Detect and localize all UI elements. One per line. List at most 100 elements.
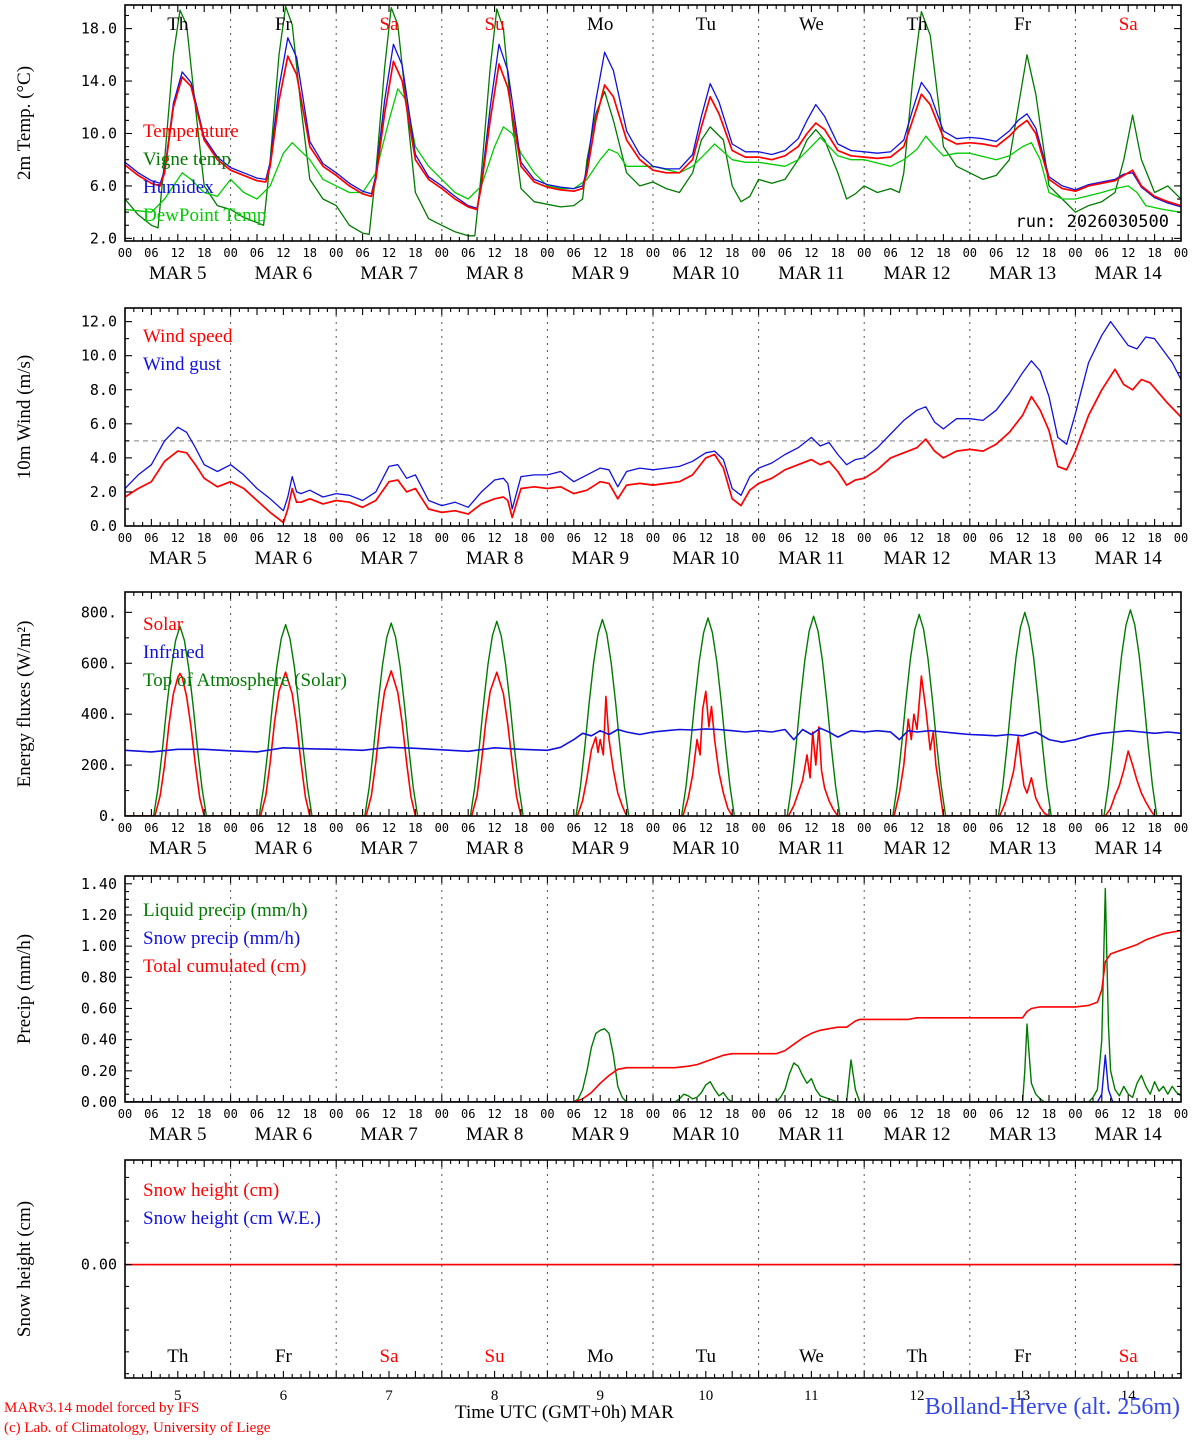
panel-temp: 2.0 6.0 10.0 14.0 18.0 2m Temp. (°C) Temperatu… xyxy=(14,4,1188,284)
y-tick-label: 600. xyxy=(81,654,117,672)
hour-tick-label: 06 xyxy=(461,246,475,260)
hour-tick-label: 12 xyxy=(487,246,501,260)
hour-tick-label: 12 xyxy=(171,531,185,545)
hour-tick-label: 00 xyxy=(435,821,449,835)
hour-tick-label: 00 xyxy=(223,821,237,835)
hour-tick-label: 18 xyxy=(408,246,422,260)
hour-tick-label: 00 xyxy=(1174,821,1188,835)
legend-item: Wind gust xyxy=(143,354,222,375)
weekday-label: Th xyxy=(167,14,189,35)
day-label: MAR 5 xyxy=(149,838,207,859)
day-number-label: 5 xyxy=(174,1388,182,1404)
hour-tick-label: 06 xyxy=(883,1107,897,1121)
legend-item: Solar xyxy=(143,614,184,635)
hour-tick-label: 18 xyxy=(197,246,211,260)
hour-tick-label: 06 xyxy=(989,531,1003,545)
day-label: MAR 6 xyxy=(255,548,313,569)
series-toa-solar xyxy=(125,609,1181,816)
hour-tick-label: 18 xyxy=(619,821,633,835)
day-label: MAR 11 xyxy=(778,838,844,859)
day-label: MAR 8 xyxy=(466,1124,524,1145)
y-tick-label: 2.0 xyxy=(90,229,117,247)
hour-tick-label: 12 xyxy=(699,821,713,835)
y-tick-label: 14.0 xyxy=(81,72,117,90)
hour-tick-label: 00 xyxy=(118,246,132,260)
hour-tick-label: 00 xyxy=(329,1107,343,1121)
day-label: MAR 5 xyxy=(149,548,207,569)
panel-energy: 0. 200. 400. 600. 800. Energy fluxes (W/m²) So… xyxy=(14,591,1188,859)
hour-tick-label: 00 xyxy=(1174,1107,1188,1121)
hour-tick-label: 18 xyxy=(725,246,739,260)
hour-tick-label: 18 xyxy=(197,821,211,835)
month-axis-label: MAR xyxy=(630,1402,674,1423)
axis-ticks xyxy=(124,1160,1182,1378)
time-axis-label: Time UTC (GMT+0h) xyxy=(455,1402,627,1423)
legend-item: Liquid precip (mm/h) xyxy=(143,900,308,921)
hour-tick-label: 12 xyxy=(804,1107,818,1121)
day-number-label: 13 xyxy=(1015,1388,1030,1404)
hour-tick-label: 12 xyxy=(171,821,185,835)
hour-tick-label: 06 xyxy=(355,821,369,835)
hour-tick-label: 00 xyxy=(963,246,977,260)
day-label: MAR 9 xyxy=(571,263,629,284)
day-number-label: 12 xyxy=(910,1388,925,1404)
hour-tick-label: 00 xyxy=(963,821,977,835)
hour-tick-label: 12 xyxy=(804,821,818,835)
day-label: MAR 10 xyxy=(672,548,739,569)
hour-tick-label: 00 xyxy=(857,1107,871,1121)
day-number-label: 6 xyxy=(280,1388,288,1404)
legend-item: Vigne temp xyxy=(143,149,231,170)
day-label: MAR 13 xyxy=(989,263,1056,284)
hour-tick-label: 06 xyxy=(778,531,792,545)
hour-tick-label: 00 xyxy=(857,531,871,545)
hour-tick-label: 06 xyxy=(355,1107,369,1121)
hour-tick-label: 18 xyxy=(1042,531,1056,545)
hour-tick-label: 12 xyxy=(1015,246,1029,260)
hour-tick-label: 12 xyxy=(276,246,290,260)
hour-tick-label: 18 xyxy=(303,246,317,260)
day-label: MAR 11 xyxy=(778,548,844,569)
hour-tick-label: 06 xyxy=(250,246,264,260)
hour-tick-label: 18 xyxy=(197,1107,211,1121)
hour-tick-label: 06 xyxy=(672,1107,686,1121)
legend-item: Temperature xyxy=(143,121,239,142)
hour-tick-label: 00 xyxy=(329,246,343,260)
hour-tick-label: 12 xyxy=(171,1107,185,1121)
hour-tick-label: 00 xyxy=(540,531,554,545)
hour-tick-label: 06 xyxy=(355,531,369,545)
hour-tick-label: 18 xyxy=(831,821,845,835)
hour-tick-label: 12 xyxy=(593,246,607,260)
series-wind-gust xyxy=(125,320,1181,512)
hour-tick-label: 12 xyxy=(276,531,290,545)
day-label: MAR 8 xyxy=(466,548,524,569)
weekday-label: Tu xyxy=(696,1346,717,1367)
day-label: MAR 9 xyxy=(571,1124,629,1145)
hour-tick-label: 00 xyxy=(540,821,554,835)
hour-tick-label: 06 xyxy=(461,821,475,835)
hour-tick-label: 12 xyxy=(1121,246,1135,260)
hour-tick-label: 06 xyxy=(567,1107,581,1121)
day-number-label: 11 xyxy=(804,1388,818,1404)
hour-tick-label: 00 xyxy=(223,531,237,545)
hour-tick-label: 18 xyxy=(619,531,633,545)
day-label: MAR 14 xyxy=(1095,263,1163,284)
legend-item: Infrared xyxy=(143,642,205,663)
day-gridlines xyxy=(230,308,1076,526)
series-humidex xyxy=(125,37,1181,209)
hour-tick-label: 12 xyxy=(1015,821,1029,835)
hour-tick-label: 00 xyxy=(540,246,554,260)
hour-tick-label: 06 xyxy=(672,531,686,545)
model-credit: MARv3.14 model forced by IFS xyxy=(4,1400,200,1416)
hour-tick-label: 18 xyxy=(936,246,950,260)
y-tick-label: 800. xyxy=(81,603,117,621)
hour-tick-label: 18 xyxy=(831,1107,845,1121)
day-label: MAR 9 xyxy=(571,548,629,569)
y-tick-label: 2.0 xyxy=(90,483,117,501)
hour-tick-label: 18 xyxy=(408,821,422,835)
hour-tick-label: 06 xyxy=(672,821,686,835)
weekday-label: Th xyxy=(906,1346,928,1367)
series-liquid-precip xyxy=(125,887,1181,1102)
day-label: MAR 13 xyxy=(989,1124,1056,1145)
